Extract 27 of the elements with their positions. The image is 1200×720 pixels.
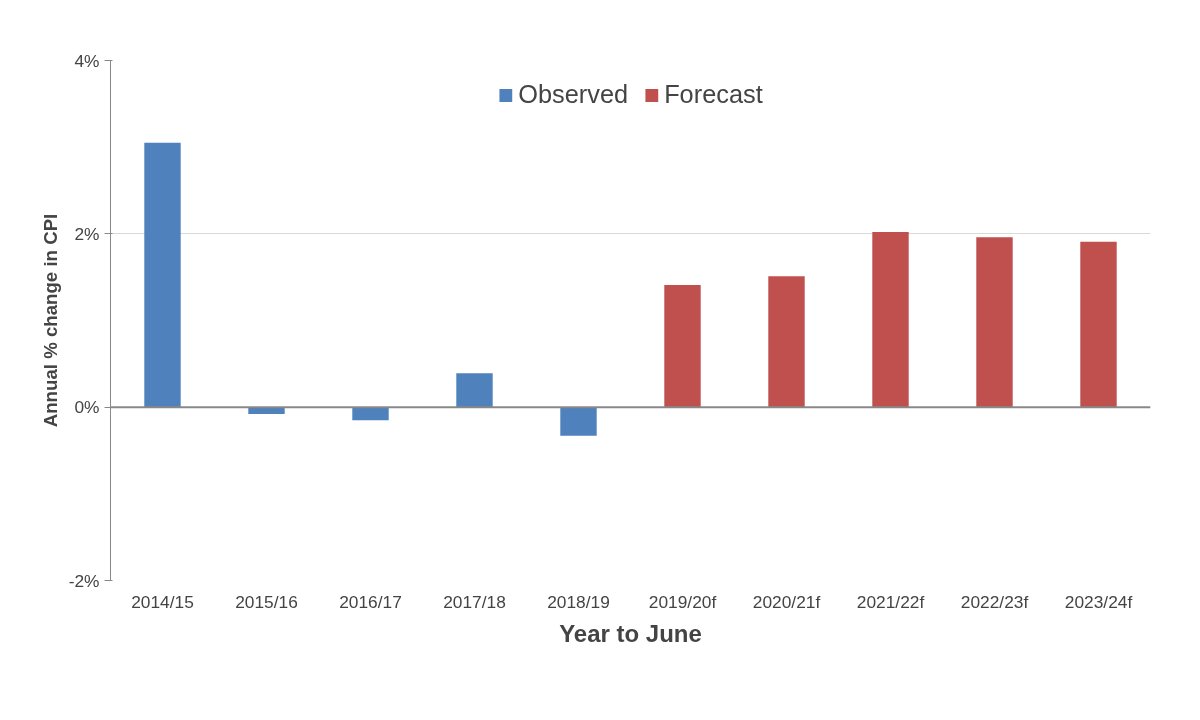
y-axis-title: Annual % change in CPI xyxy=(39,213,61,428)
x-tick-label: 2017/18 xyxy=(443,591,506,612)
bar xyxy=(768,276,805,408)
bar xyxy=(664,284,701,408)
x-tick-label: 2022/23f xyxy=(960,591,1029,612)
bar xyxy=(1080,241,1117,408)
bar xyxy=(144,142,181,408)
bar xyxy=(456,373,493,408)
legend-label: Forecast xyxy=(664,80,763,109)
legend-label: Observed xyxy=(518,80,629,109)
bar xyxy=(872,232,909,408)
x-tick-label: 2019/20f xyxy=(648,591,717,612)
x-tick-label: 2014/15 xyxy=(131,591,194,612)
bar xyxy=(560,407,597,436)
x-tick-label: 2018/19 xyxy=(547,591,610,612)
y-tick-label: -2% xyxy=(68,570,100,591)
x-tick-label: 2021/22f xyxy=(856,591,925,612)
y-tick-label: 4% xyxy=(74,50,100,71)
x-tick-label: 2023/24f xyxy=(1064,591,1133,612)
y-tick-label: 2% xyxy=(74,223,100,244)
x-tick-label: 2020/21f xyxy=(752,591,821,612)
bar xyxy=(976,237,1013,408)
x-tick-label: 2016/17 xyxy=(339,591,402,612)
bar xyxy=(352,407,389,421)
y-tick-label: 0% xyxy=(74,397,100,418)
x-axis-title: Year to June xyxy=(559,619,702,647)
x-tick-label: 2015/16 xyxy=(235,591,298,612)
